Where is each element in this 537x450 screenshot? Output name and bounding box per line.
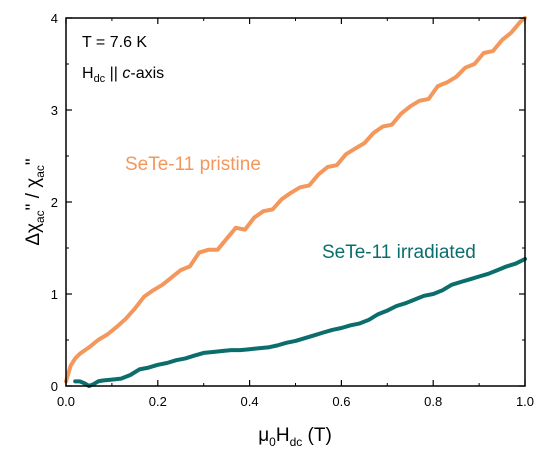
x-title-mu: μ (258, 425, 269, 446)
series-line-pristine (64, 16, 527, 384)
series-layer (64, 16, 527, 388)
annotation-temperature: T = 7.6 K (82, 34, 147, 51)
ticks-layer: 0.0 0.2 0.4 0.6 0.8 1.0 0 1 2 3 4 (51, 11, 534, 409)
annotation-field-direction: Hdc || c-axis (82, 65, 164, 85)
x-title-h-sub: dc (290, 435, 303, 449)
x-tick-label: 0.0 (57, 394, 75, 409)
x-tick-label: 1.0 (516, 394, 534, 409)
x-axis-title: μ0Hdc (T) (258, 425, 332, 449)
x-tick-label: 0.2 (149, 394, 167, 409)
y-title-prime2: " (23, 158, 44, 165)
series-label-pristine: SeTe-11 pristine (125, 154, 261, 175)
x-title-mu-sub: 0 (269, 435, 276, 449)
annotation-axis-word: -axis (130, 65, 164, 82)
y-tick-label: 3 (51, 103, 58, 118)
x-title-h: H (276, 425, 290, 446)
x-title-unit: (T) (302, 425, 332, 446)
annotation-parallel: || (105, 65, 122, 82)
annotation-h-sub: dc (94, 73, 106, 85)
annotation-h: H (82, 65, 94, 82)
y-title-sep: / χ (23, 178, 44, 204)
y-tick-label: 2 (51, 195, 58, 210)
y-title-sub2: ac (33, 165, 47, 178)
y-title-sub1: ac (33, 210, 47, 223)
y-title-prime1: " (23, 204, 44, 211)
y-tick-label: 1 (51, 287, 58, 302)
x-tick-label: 0.6 (332, 394, 350, 409)
y-title-delta-chi: Δχ (23, 223, 44, 246)
y-axis-title: Δχac" / χac" (23, 158, 47, 245)
y-tick-label: 0 (51, 379, 58, 394)
x-tick-label: 0.8 (424, 394, 442, 409)
annotation-c-italic: c (122, 65, 130, 82)
x-tick-label: 0.4 (241, 394, 259, 409)
series-label-irradiated: SeTe-11 irradiated (322, 242, 476, 263)
series-line-irradiated (73, 257, 527, 388)
y-tick-label: 4 (51, 11, 58, 26)
